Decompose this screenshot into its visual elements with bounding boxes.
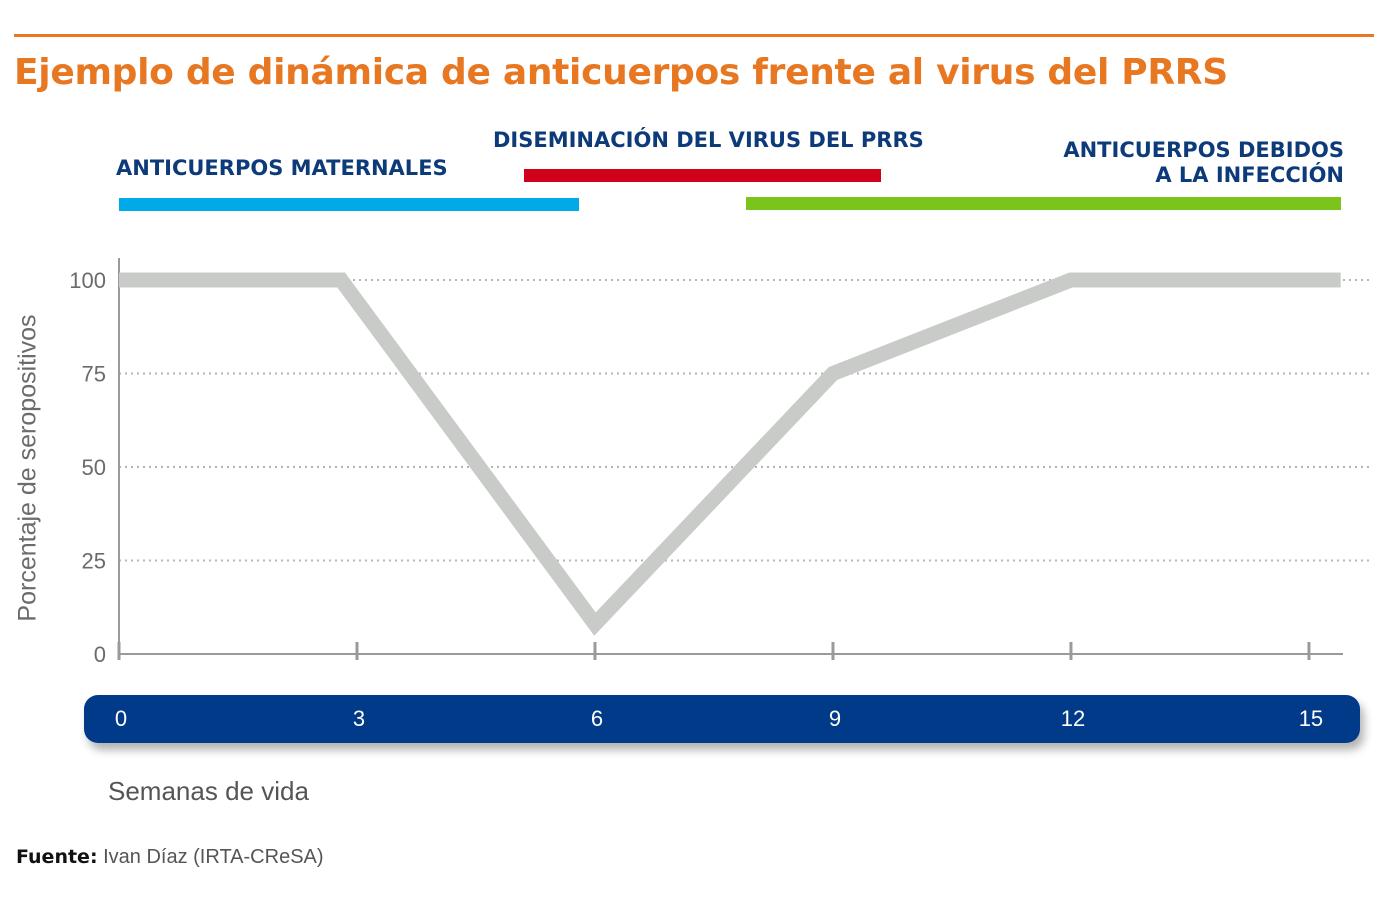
y-tick-label-25: 25: [82, 549, 106, 574]
x-tick-label-6: 6: [590, 706, 604, 731]
maternal-antibodies-bar: [119, 198, 580, 211]
y-tick-label-0: 0: [94, 642, 106, 667]
y-tick-label-50: 50: [82, 455, 106, 480]
source-note: Fuente: Ivan Díaz (IRTA-CReSA): [16, 846, 324, 869]
infection-antibodies-label-line1: ANTICUERPOS DEBIDOS: [1063, 138, 1344, 162]
title-rule: [14, 34, 1374, 37]
series-line-0: [119, 272, 1341, 636]
source-text: Ivan Díaz (IRTA-CReSA): [103, 846, 324, 868]
infection-antibodies-label-line2: A LA INFECCIÓN: [1155, 163, 1344, 187]
virus-dissemination-label: DISEMINACIÓN DEL VIRUS DEL PRRS: [493, 128, 924, 152]
x-tick-label-3: 3: [352, 706, 366, 731]
x-axis-band: [84, 695, 1360, 743]
infection-antibodies-bar: [745, 197, 1341, 210]
x-tick-label-9: 9: [828, 706, 842, 731]
maternal-antibodies-label: ANTICUERPOS MATERNALES: [116, 156, 448, 180]
y-axis-title: Porcentaje de seropositivos: [13, 314, 42, 622]
x-tick-label-0: 0: [114, 706, 128, 731]
y-tick-label-75: 75: [82, 362, 106, 387]
x-tick-label-15: 15: [1298, 706, 1324, 731]
x-tick-label-12: 12: [1060, 706, 1086, 731]
chart-title: Ejemplo de dinámica de anticuerpos frent…: [14, 52, 1228, 93]
x-axis-title: Semanas de vida: [108, 776, 309, 806]
source-label: Fuente:: [16, 846, 98, 868]
virus-dissemination-bar: [523, 169, 881, 182]
y-tick-label-100: 100: [69, 268, 106, 293]
infection-antibodies-label: ANTICUERPOS DEBIDOS A LA INFECCIÓN: [1063, 138, 1344, 188]
